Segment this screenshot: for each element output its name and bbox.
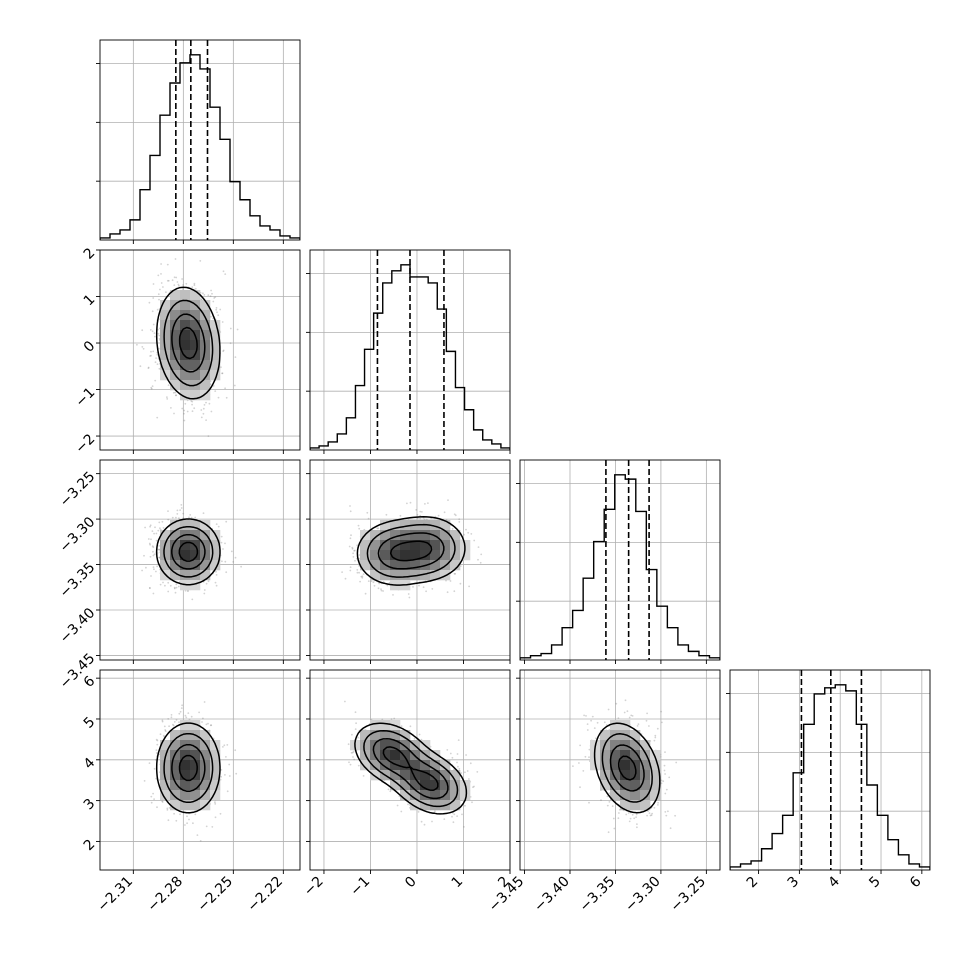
y-tick-label: 2	[81, 245, 99, 263]
panel-frame	[99, 669, 301, 871]
x-tick-label: −1	[347, 874, 373, 900]
contour-level-0	[155, 286, 221, 400]
x-tick-label: −3.30	[622, 874, 664, 916]
contour-level-1	[366, 523, 456, 578]
panel-frame	[309, 459, 511, 661]
x-tick-label: 0	[402, 874, 420, 892]
contour-panel-0-1	[96, 249, 301, 454]
x-tick-label: −2	[301, 874, 327, 900]
histogram-panel-2	[516, 459, 721, 664]
contour-level-0	[593, 722, 661, 814]
panel-frame	[519, 669, 721, 871]
contour-level-0	[155, 518, 221, 586]
x-tick-label: 1	[449, 874, 467, 892]
y-tick-label: −1	[72, 385, 98, 411]
y-tick-label: 5	[81, 714, 99, 732]
contour-level-3	[178, 754, 198, 782]
y-tick-label: −3.40	[57, 605, 99, 647]
contour-level-3	[178, 326, 198, 360]
histogram-steps	[100, 54, 300, 240]
y-tick-label: −2	[72, 431, 98, 457]
histogram-panel-1	[306, 249, 511, 454]
x-tick-label: 5	[866, 874, 884, 892]
y-tick-label: −3.25	[57, 469, 99, 511]
contour-level-1	[163, 299, 214, 387]
contour-level-2	[171, 533, 206, 570]
y-tick-label: 4	[81, 755, 99, 773]
contour-level-1	[363, 729, 459, 808]
y-tick-label: −3.30	[57, 514, 99, 556]
contour-level-2	[372, 737, 449, 800]
contour-panel-0-2	[96, 459, 301, 664]
x-tick-label: 3	[785, 874, 803, 892]
x-tick-label: −3.35	[577, 874, 619, 916]
panel-frame	[309, 669, 511, 871]
contour-level-0	[354, 722, 468, 815]
contour-level-2	[171, 313, 206, 373]
histogram-steps	[730, 684, 930, 870]
contour-level-0	[356, 516, 466, 586]
contour-level-1	[163, 732, 214, 804]
histogram-panel-0	[96, 39, 301, 244]
density-heatmap	[160, 520, 221, 591]
contour-level-1	[601, 733, 653, 803]
contour-panel-2-3	[516, 669, 721, 874]
x-tick-label: 6	[907, 873, 925, 891]
panel-frame	[519, 459, 721, 661]
panel-frame	[729, 669, 931, 871]
x-tick-label: −2.25	[195, 874, 237, 916]
contour-panel-0-3	[96, 669, 301, 874]
x-tick-label: −2.22	[245, 874, 287, 916]
contour-level-3	[178, 541, 199, 562]
x-tick-label: −3.25	[668, 874, 710, 916]
x-tick-label: 2	[744, 874, 762, 892]
histogram-panel-3	[726, 669, 931, 874]
histogram-steps	[520, 474, 720, 660]
contour-panel-1-2	[306, 459, 511, 664]
x-tick-label: −2.31	[95, 874, 137, 916]
density-heatmap	[160, 290, 221, 401]
contour-level-1	[163, 525, 214, 578]
y-tick-label: 0	[81, 338, 99, 356]
panel-frame	[309, 249, 511, 451]
contour-level-3	[382, 746, 439, 791]
y-tick-label: −3.35	[57, 560, 99, 602]
y-tick-label: 2	[81, 836, 99, 854]
panel-frame	[99, 249, 301, 451]
contour-level-2	[609, 744, 645, 792]
contour-level-2	[171, 743, 206, 792]
y-tick-label: 3	[81, 796, 99, 814]
contour-level-2	[377, 532, 445, 570]
contour-level-3	[617, 755, 637, 781]
contour-level-0	[155, 722, 221, 814]
contour-level-3	[389, 540, 433, 562]
x-tick-label: 4	[825, 873, 843, 891]
y-tick-label: 6	[81, 673, 99, 691]
panel-frame	[99, 459, 301, 661]
y-tick-label: 1	[81, 292, 99, 310]
x-tick-label: −2.28	[145, 874, 187, 916]
x-tick-label: −3.40	[531, 874, 573, 916]
contour-panel-1-3	[306, 669, 511, 874]
panel-frame	[99, 39, 301, 241]
